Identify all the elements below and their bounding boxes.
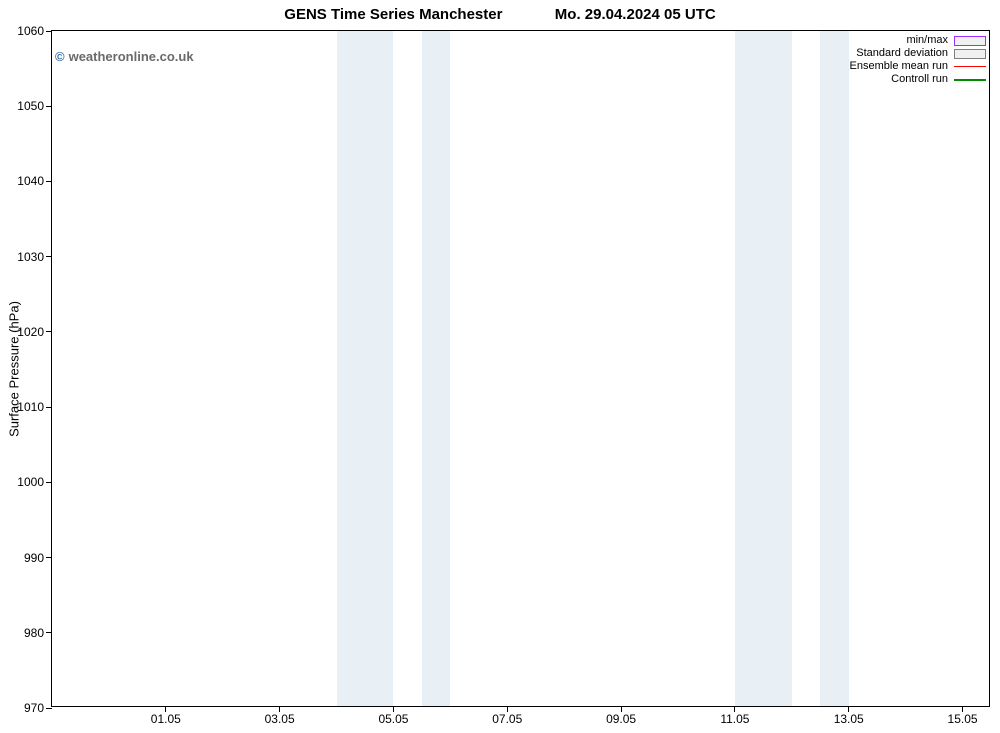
x-tick-label: 05.05 bbox=[378, 706, 408, 726]
plot-area: 970980990100010101020103010401050106001.… bbox=[51, 30, 990, 707]
y-tick-label: 1060 bbox=[17, 24, 52, 38]
legend-item: Ensemble mean run bbox=[850, 60, 986, 73]
y-tick-label: 1040 bbox=[17, 174, 52, 188]
watermark-text: weatheronline.co.uk bbox=[69, 49, 194, 64]
legend-swatch bbox=[954, 36, 986, 46]
legend-swatch bbox=[954, 79, 986, 81]
legend-label: Ensemble mean run bbox=[850, 60, 948, 73]
x-tick-label: 01.05 bbox=[151, 706, 181, 726]
x-tick-label: 15.05 bbox=[948, 706, 978, 726]
legend-label: min/max bbox=[906, 34, 948, 47]
title-series: GENS Time Series Manchester bbox=[284, 6, 502, 23]
legend-label: Controll run bbox=[891, 73, 948, 86]
legend-item: Controll run bbox=[850, 73, 986, 86]
y-tick-label: 980 bbox=[24, 626, 52, 640]
shaded-band bbox=[735, 31, 792, 706]
y-axis-title: Surface Pressure (hPa) bbox=[7, 301, 22, 437]
y-tick-label: 1020 bbox=[17, 325, 52, 339]
x-tick-label: 11.05 bbox=[720, 706, 749, 726]
y-tick-label: 970 bbox=[24, 701, 52, 715]
y-tick-label: 1050 bbox=[17, 99, 52, 113]
title-datetime: Mo. 29.04.2024 05 UTC bbox=[555, 6, 716, 23]
shaded-band bbox=[422, 31, 450, 706]
legend-swatch bbox=[954, 49, 986, 59]
legend-item: min/max bbox=[850, 34, 986, 47]
x-tick-label: 13.05 bbox=[834, 706, 864, 726]
y-tick-label: 990 bbox=[24, 551, 52, 565]
x-tick-label: 09.05 bbox=[606, 706, 636, 726]
shaded-band bbox=[337, 31, 394, 706]
watermark: © weatheronline.co.uk bbox=[55, 49, 194, 64]
copyright-icon: © bbox=[55, 49, 65, 64]
legend-swatch bbox=[954, 66, 986, 67]
y-tick-label: 1030 bbox=[17, 250, 52, 264]
legend-label: Standard deviation bbox=[856, 47, 948, 60]
y-tick-label: 1000 bbox=[17, 475, 52, 489]
y-tick-label: 1010 bbox=[17, 400, 52, 414]
chart-title: GENS Time Series Manchester Mo. 29.04.20… bbox=[0, 6, 1000, 23]
x-tick-label: 03.05 bbox=[265, 706, 295, 726]
legend: min/maxStandard deviationEnsemble mean r… bbox=[850, 34, 986, 86]
x-tick-label: 07.05 bbox=[492, 706, 522, 726]
legend-item: Standard deviation bbox=[850, 47, 986, 60]
chart-container: GENS Time Series Manchester Mo. 29.04.20… bbox=[0, 0, 1000, 733]
shaded-band bbox=[820, 31, 848, 706]
